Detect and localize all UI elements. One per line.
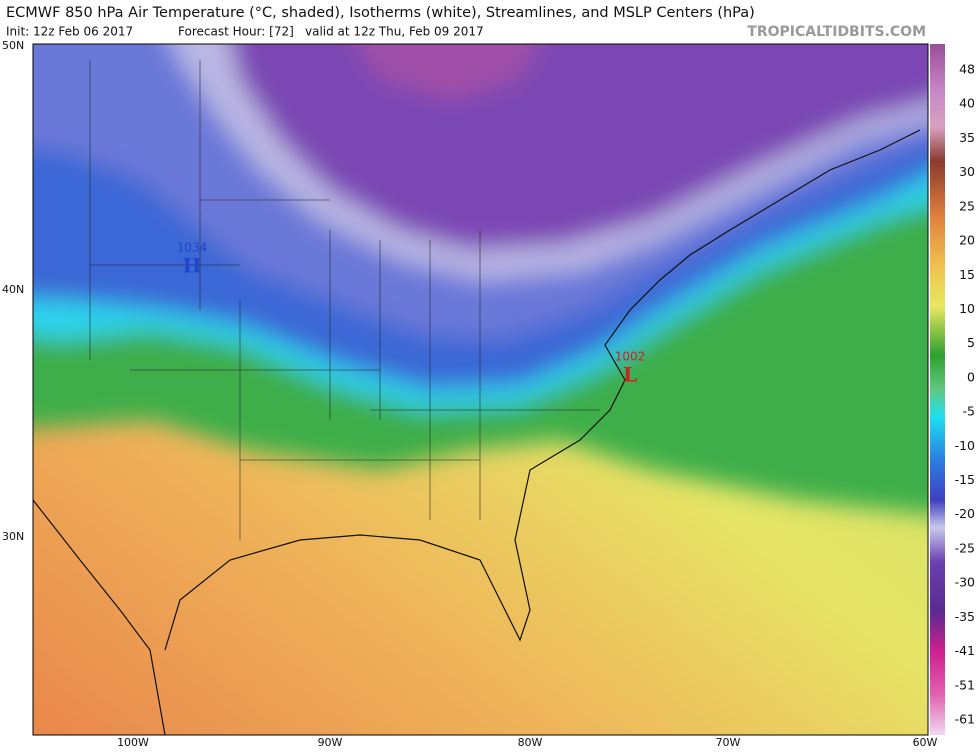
colorbar-tick-label: -10 [955, 438, 975, 453]
longitude-label: 80W [518, 736, 543, 749]
pressure-value: 1002 [615, 350, 646, 364]
longitude-label: 90W [318, 736, 343, 749]
longitude-label: 60W [913, 736, 938, 749]
coastline [33, 129, 921, 735]
latitude-label: 50N [2, 39, 24, 52]
colorbar-tick-label: -35 [955, 609, 975, 624]
colorbar-tick-label: 40 [959, 96, 975, 111]
longitude-label: 70W [716, 736, 741, 749]
colorbar-tick-label: 25 [959, 198, 975, 213]
pressure-value: 1034 [177, 241, 208, 255]
colorbar-tick-label: -51 [955, 677, 975, 692]
latitude-label: 30N [2, 530, 24, 543]
colorbar-tick-label: 15 [959, 267, 975, 282]
colorbar-tick-label: -61 [955, 712, 975, 727]
init-time: Init: 12z Feb 06 2017 [6, 25, 133, 39]
forecast-hour: Forecast Hour: [72] [178, 25, 294, 39]
colorbar-tick-label: -25 [955, 540, 975, 555]
colorbar-tick-label: 5 [967, 335, 975, 350]
colorbar-tick-label: -41 [955, 643, 975, 658]
colorbar-tick-label: 30 [959, 164, 975, 179]
colorbar-tick-label: 48 [959, 62, 975, 77]
pressure-center-letter: L [623, 363, 637, 387]
title: ECMWF 850 hPa Air Temperature (°C, shade… [6, 5, 755, 21]
site-name: TROPICALTIDBITS.COM [747, 24, 926, 40]
colorbar-tick-label: -20 [955, 506, 975, 521]
colorbar-tick-label: -15 [955, 472, 975, 487]
colorbar-tick-label: 35 [959, 130, 975, 145]
colorbar-tick-label: 0 [967, 369, 975, 384]
longitude-label: 100W [117, 736, 149, 749]
temperature-shading [33, 44, 928, 735]
colorbar [930, 44, 945, 735]
valid-time: valid at 12z Thu, Feb 09 2017 [305, 25, 484, 39]
colorbar-tick-label: -5 [963, 404, 975, 419]
map-frame [32, 43, 929, 736]
colorbar-tick-label: 10 [959, 301, 975, 316]
latitude-label: 40N [2, 283, 24, 296]
borders [89, 60, 600, 540]
colorbar-tick-label: 20 [959, 233, 975, 248]
pressure-center-letter: H [183, 254, 202, 278]
colorbar-tick-label: -30 [955, 575, 975, 590]
